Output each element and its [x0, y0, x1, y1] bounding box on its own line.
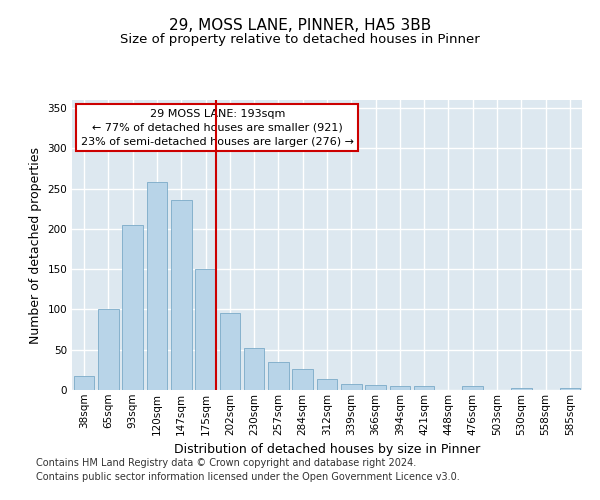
Bar — [98, 310, 119, 390]
Bar — [292, 369, 313, 390]
Bar — [268, 362, 289, 390]
Bar — [414, 386, 434, 390]
Bar — [220, 312, 240, 390]
Text: 29 MOSS LANE: 193sqm
← 77% of detached houses are smaller (921)
23% of semi-deta: 29 MOSS LANE: 193sqm ← 77% of detached h… — [81, 108, 354, 146]
Bar — [341, 384, 362, 390]
Bar — [560, 388, 580, 390]
Bar — [195, 269, 216, 390]
Bar — [244, 348, 265, 390]
Bar — [389, 386, 410, 390]
Text: Contains HM Land Registry data © Crown copyright and database right 2024.: Contains HM Land Registry data © Crown c… — [36, 458, 416, 468]
Bar — [317, 378, 337, 390]
Y-axis label: Number of detached properties: Number of detached properties — [29, 146, 42, 344]
Bar — [171, 200, 191, 390]
Text: Size of property relative to detached houses in Pinner: Size of property relative to detached ho… — [120, 32, 480, 46]
Text: 29, MOSS LANE, PINNER, HA5 3BB: 29, MOSS LANE, PINNER, HA5 3BB — [169, 18, 431, 32]
Bar — [146, 182, 167, 390]
Bar — [511, 388, 532, 390]
Text: Contains public sector information licensed under the Open Government Licence v3: Contains public sector information licen… — [36, 472, 460, 482]
X-axis label: Distribution of detached houses by size in Pinner: Distribution of detached houses by size … — [174, 443, 480, 456]
Bar — [463, 386, 483, 390]
Bar — [74, 376, 94, 390]
Bar — [365, 385, 386, 390]
Bar — [122, 225, 143, 390]
